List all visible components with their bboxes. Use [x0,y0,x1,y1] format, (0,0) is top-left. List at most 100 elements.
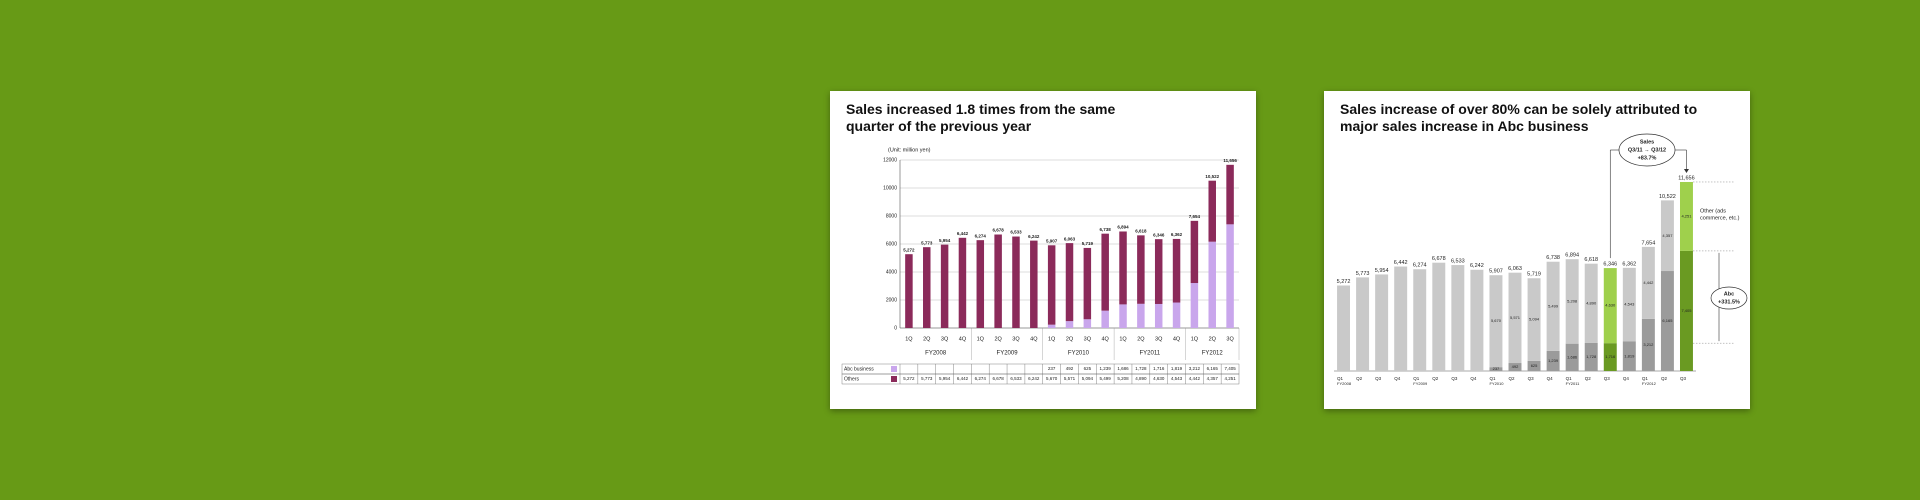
total-label: 6,274 [975,233,987,238]
segment-label: 4,630 [1605,303,1616,308]
table-cell: 3,212 [1189,366,1201,371]
total-label: 6,618 [1584,257,1598,263]
segment-label: 4,442 [1643,280,1654,285]
segment-label: 5,208 [1567,298,1578,303]
legend-swatch [891,366,897,372]
bar-segment [1546,350,1560,371]
total-label: 7,654 [1189,214,1201,219]
bar-segment [1101,310,1109,328]
callout-text: Abc [1724,291,1734,297]
bar-segment [1065,243,1074,322]
x-tick-label: 4Q [1030,336,1038,342]
bar-segment [1470,269,1484,371]
segment-label: 1,716 [1605,354,1616,359]
table-cell: 4,890 [1135,376,1147,381]
bar-segment [1660,200,1674,272]
bar-segment [1679,250,1693,371]
x-tick-label: 3Q [941,336,949,342]
total-label: 7,654 [1641,240,1655,246]
x-tick-label: 3Q [1012,336,1020,342]
total-label: 6,442 [1394,260,1408,266]
total-label: 5,272 [903,247,915,252]
bar-segment [1208,241,1216,328]
table-cell: 1,728 [1135,366,1147,371]
table-cell: 5,670 [1046,376,1058,381]
segment-label: 4,543 [1624,302,1635,307]
bar-segment [1508,363,1522,371]
arrow-head [1683,168,1689,173]
chart: (Unit: million yen) 0 2000 4000 6000 8000 1000… [841,147,1240,385]
segment-label: 5,499 [1548,303,1559,308]
bar-segment [1356,277,1370,371]
total-label: 6,894 [1565,253,1579,259]
segment-label: 5,094 [1529,317,1540,322]
table-cell: 5,499 [1100,376,1112,381]
bar-segment [976,240,985,328]
x-tick-label: Q4 [1623,376,1630,381]
bar-segment [1413,269,1427,371]
x-tick-label: 3Q [1226,336,1234,342]
annotation-text: commerce, etc.) [1700,215,1740,221]
x-tick-label: 1Q [1048,336,1056,342]
bar-segment [1137,303,1145,328]
x-tick-label: Q3 [1528,376,1535,381]
x-tick-label: 1Q [977,336,985,342]
y-tick-label: 8000 [886,213,897,219]
x-tick-label: 2Q [1209,336,1217,342]
x-tick-label: 3Q [1155,336,1163,342]
bar-segment [1190,283,1199,328]
bar-segment [1137,235,1145,304]
x-tick-label: 2Q [1137,336,1145,342]
segment-label: 1,728 [1586,354,1597,359]
segment-label: 1,239 [1548,358,1559,363]
slide: 5,272 5,773 5,954 6,442 6,274 6,678 6,533 6,242… [1324,91,1750,409]
segment-label: 5,670 [1491,318,1502,323]
group-label: FY2012 [1202,351,1224,357]
legend-swatch [891,376,897,382]
x-tick-label: Q2 [1509,376,1516,381]
group-label: FY2009 [997,351,1019,357]
total-label: 5,954 [1375,268,1389,274]
bar-segment [1190,220,1199,284]
total-label: 5,773 [921,240,933,245]
segment-label: 492 [1512,364,1519,369]
table-cell: 7,405 [1224,366,1236,371]
group-label: FY2010 [1068,351,1090,357]
y-tick-label: 12000 [883,157,897,163]
total-label: 6,242 [1470,263,1484,269]
total-label: 6,362 [1622,261,1636,267]
x-tick-label: Q4 [1394,376,1401,381]
total-label: 5,272 [1337,279,1351,285]
bar-segment [1641,318,1655,371]
bar-segment [1679,181,1693,251]
bar-segment [994,234,1002,328]
bar-segment [1489,367,1503,371]
bar-segment [905,254,913,328]
x-tick-label: Q3 [1375,376,1382,381]
segment-label: 7,405 [1681,308,1692,313]
table-cell: 4,357 [1207,376,1219,381]
segment-label: 4,890 [1586,300,1597,305]
total-label: 6,442 [957,231,969,236]
total-label: 6,894 [1117,225,1129,230]
total-label: 11,656 [1223,158,1237,163]
x-tick-label: Q1 [1337,376,1344,381]
x-tick-label: 1Q [905,336,913,342]
segment-label: 1,686 [1567,354,1578,359]
bar-segment [1030,240,1038,328]
bar-segment [1119,304,1127,328]
x-tick-label: Q1 [1413,376,1420,381]
bar-segment [1565,343,1579,371]
bar-segment [1527,278,1541,361]
chart-title: Sales increased 1.8 times from the same … [846,101,1116,134]
y-axis-label: (Unit: million yen) [888,147,931,153]
bar-segment [1083,247,1092,320]
table-row [841,373,1240,385]
bar-segment [1584,263,1598,343]
bar-segment [1546,261,1560,351]
callout-text: +331.5% [1718,299,1740,305]
table-cell: 6,165 [1207,366,1219,371]
total-label: 6,618 [1135,229,1147,234]
x-tick-label: Q1 [1642,376,1649,381]
table-cell: 237 [1048,366,1056,371]
